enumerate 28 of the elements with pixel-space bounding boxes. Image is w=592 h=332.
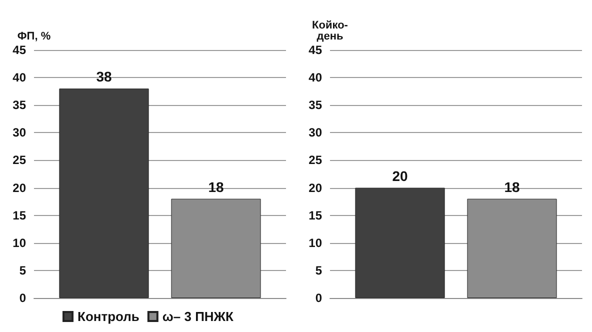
- y-tick-label: 10: [12, 236, 26, 250]
- y-tick-label: 5: [19, 263, 26, 278]
- data-label: 38: [96, 68, 112, 85]
- data-label: 20: [392, 168, 408, 184]
- data-label: 18: [208, 178, 224, 195]
- y-tick-label: 35: [12, 98, 26, 112]
- legend-label: ω– 3 ПНЖК: [162, 309, 234, 324]
- legend-label: Контроль: [78, 309, 140, 324]
- y-axis-title: Койко-день: [312, 20, 348, 42]
- data-label: 18: [504, 178, 520, 195]
- y-axis-title: ФП, %: [17, 30, 51, 42]
- y-tick-label: 30: [12, 126, 26, 140]
- y-tick-label: 20: [12, 180, 26, 195]
- y-tick-label: 40: [308, 70, 322, 85]
- y-tick-label: 25: [308, 153, 322, 168]
- y-tick-label: 40: [12, 70, 26, 85]
- y-tick-label: 0: [19, 291, 26, 305]
- y-tick-label: 30: [308, 126, 322, 140]
- y-tick-label: 10: [308, 236, 322, 250]
- y-tick-label: 15: [308, 208, 322, 222]
- y-tick-label: 45: [12, 43, 26, 57]
- y-tick-label: 45: [308, 43, 322, 57]
- y-tick-label: 35: [308, 98, 322, 112]
- y-tick-label: 15: [12, 208, 26, 222]
- y-tick-label: 5: [315, 263, 322, 278]
- y-tick-label: 0: [315, 291, 322, 305]
- y-tick-label: 25: [12, 153, 26, 168]
- y-tick-label: 20: [308, 180, 322, 195]
